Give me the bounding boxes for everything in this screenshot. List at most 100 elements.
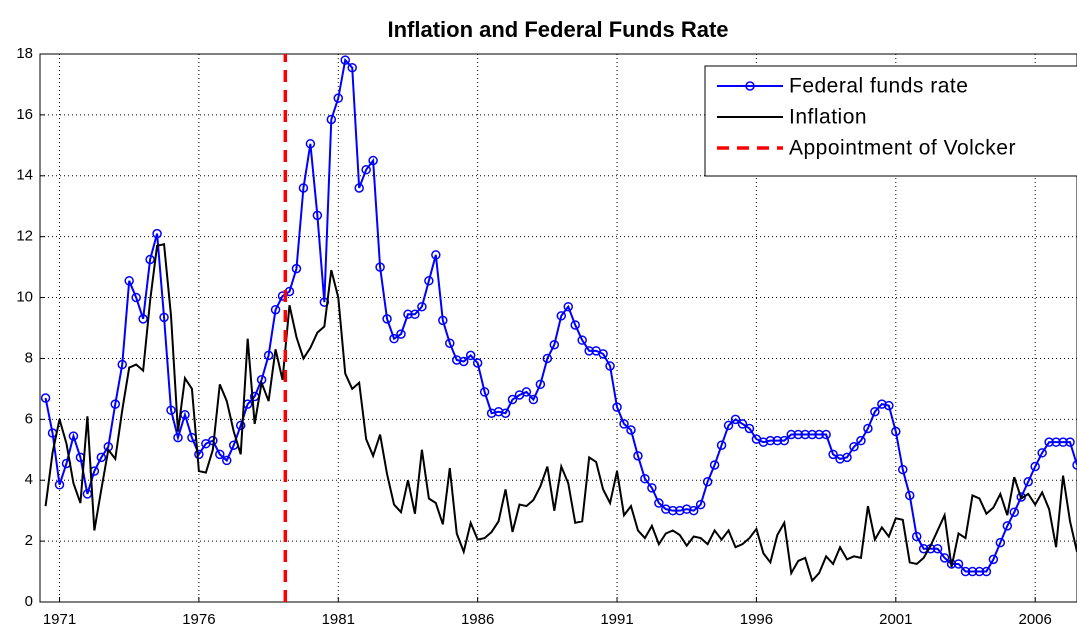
point-marker [291, 263, 302, 274]
point-marker [995, 537, 1006, 548]
point-marker [382, 314, 392, 324]
y-tick-label: 18 [16, 45, 33, 62]
legend-label: Appointment of Volcker [789, 137, 1016, 160]
point-marker [612, 402, 622, 412]
legend-label: Federal funds rate [789, 75, 968, 98]
point-marker [424, 276, 434, 286]
point-marker [145, 254, 155, 265]
point-marker [235, 420, 246, 431]
point-marker [737, 419, 748, 429]
point-marker [326, 114, 337, 125]
point-marker [835, 454, 845, 464]
point-marker [549, 339, 560, 350]
point-marker [668, 505, 678, 516]
point-marker [786, 429, 797, 440]
point-marker [765, 435, 776, 446]
point-marker [493, 406, 504, 417]
point-marker [542, 353, 553, 364]
point-marker [898, 464, 908, 475]
point-marker [605, 361, 615, 371]
point-marker [312, 210, 323, 221]
point-marker [333, 93, 344, 103]
point-marker [438, 315, 448, 326]
point-marker [507, 394, 518, 405]
point-marker [939, 553, 950, 563]
point-marker [828, 449, 838, 460]
point-marker [396, 329, 406, 339]
point-marker [793, 429, 803, 440]
point-marker [758, 437, 769, 447]
point-marker [166, 405, 176, 415]
point-marker [1072, 460, 1077, 470]
point-marker [54, 480, 65, 490]
point-marker [152, 228, 162, 239]
point-marker [368, 155, 378, 166]
point-marker [521, 387, 532, 397]
point-marker [967, 566, 978, 577]
point-marker [974, 566, 985, 577]
point-marker [361, 164, 371, 175]
point-marker [173, 432, 183, 443]
point-marker [856, 435, 866, 446]
point-marker [340, 55, 350, 65]
point-marker [445, 338, 455, 348]
point-marker [347, 62, 357, 73]
y-tick-label: 8 [25, 349, 33, 366]
point-marker [800, 429, 810, 440]
legend-marker [745, 81, 755, 91]
point-marker [584, 346, 594, 356]
point-marker [138, 314, 148, 324]
point-marker [486, 408, 497, 418]
point-marker [911, 531, 922, 542]
y-tick-label: 6 [25, 410, 33, 427]
point-marker [68, 431, 79, 441]
point-marker [598, 349, 608, 359]
point-marker [556, 311, 567, 321]
point-marker [772, 435, 783, 446]
y-tick-label: 0 [25, 593, 33, 610]
point-marker [40, 393, 51, 403]
point-marker [633, 451, 643, 461]
series-line [44, 57, 1077, 573]
point-marker [1023, 476, 1033, 487]
point-marker [681, 504, 692, 514]
point-marker [640, 473, 650, 484]
point-marker [1051, 437, 1061, 447]
point-marker [298, 183, 309, 193]
x-tick-label: 2006 [1018, 611, 1051, 628]
point-marker [877, 399, 887, 409]
y-tick-label: 4 [25, 471, 33, 488]
series-line [44, 243, 1077, 583]
point-marker [110, 399, 121, 409]
point-marker [1044, 437, 1054, 447]
point-marker [960, 566, 971, 577]
point-marker [842, 452, 852, 463]
point-marker [354, 183, 364, 193]
point-marker [375, 262, 385, 272]
point-marker [821, 429, 831, 440]
x-tick-label: 1996 [740, 611, 773, 628]
point-marker [535, 379, 546, 390]
point-marker [1058, 437, 1068, 447]
point-marker [131, 292, 141, 303]
point-marker [563, 301, 574, 312]
y-tick-label: 10 [16, 289, 33, 306]
point-marker [654, 498, 664, 508]
point-marker [932, 543, 943, 554]
x-tick-label: 1976 [182, 611, 215, 628]
point-marker [918, 543, 929, 554]
point-marker [500, 408, 511, 418]
point-marker [723, 420, 734, 431]
point-marker [431, 250, 441, 260]
point-marker [891, 426, 901, 437]
point-marker [988, 554, 999, 565]
point-marker [577, 335, 587, 345]
legend-box [704, 65, 1077, 177]
point-marker [1009, 507, 1020, 517]
point-marker [263, 350, 274, 361]
plot-layer [40, 54, 1077, 602]
point-marker [270, 304, 281, 315]
chart-title: Inflation and Federal Funds Rate [387, 17, 728, 42]
point-marker [814, 429, 824, 440]
